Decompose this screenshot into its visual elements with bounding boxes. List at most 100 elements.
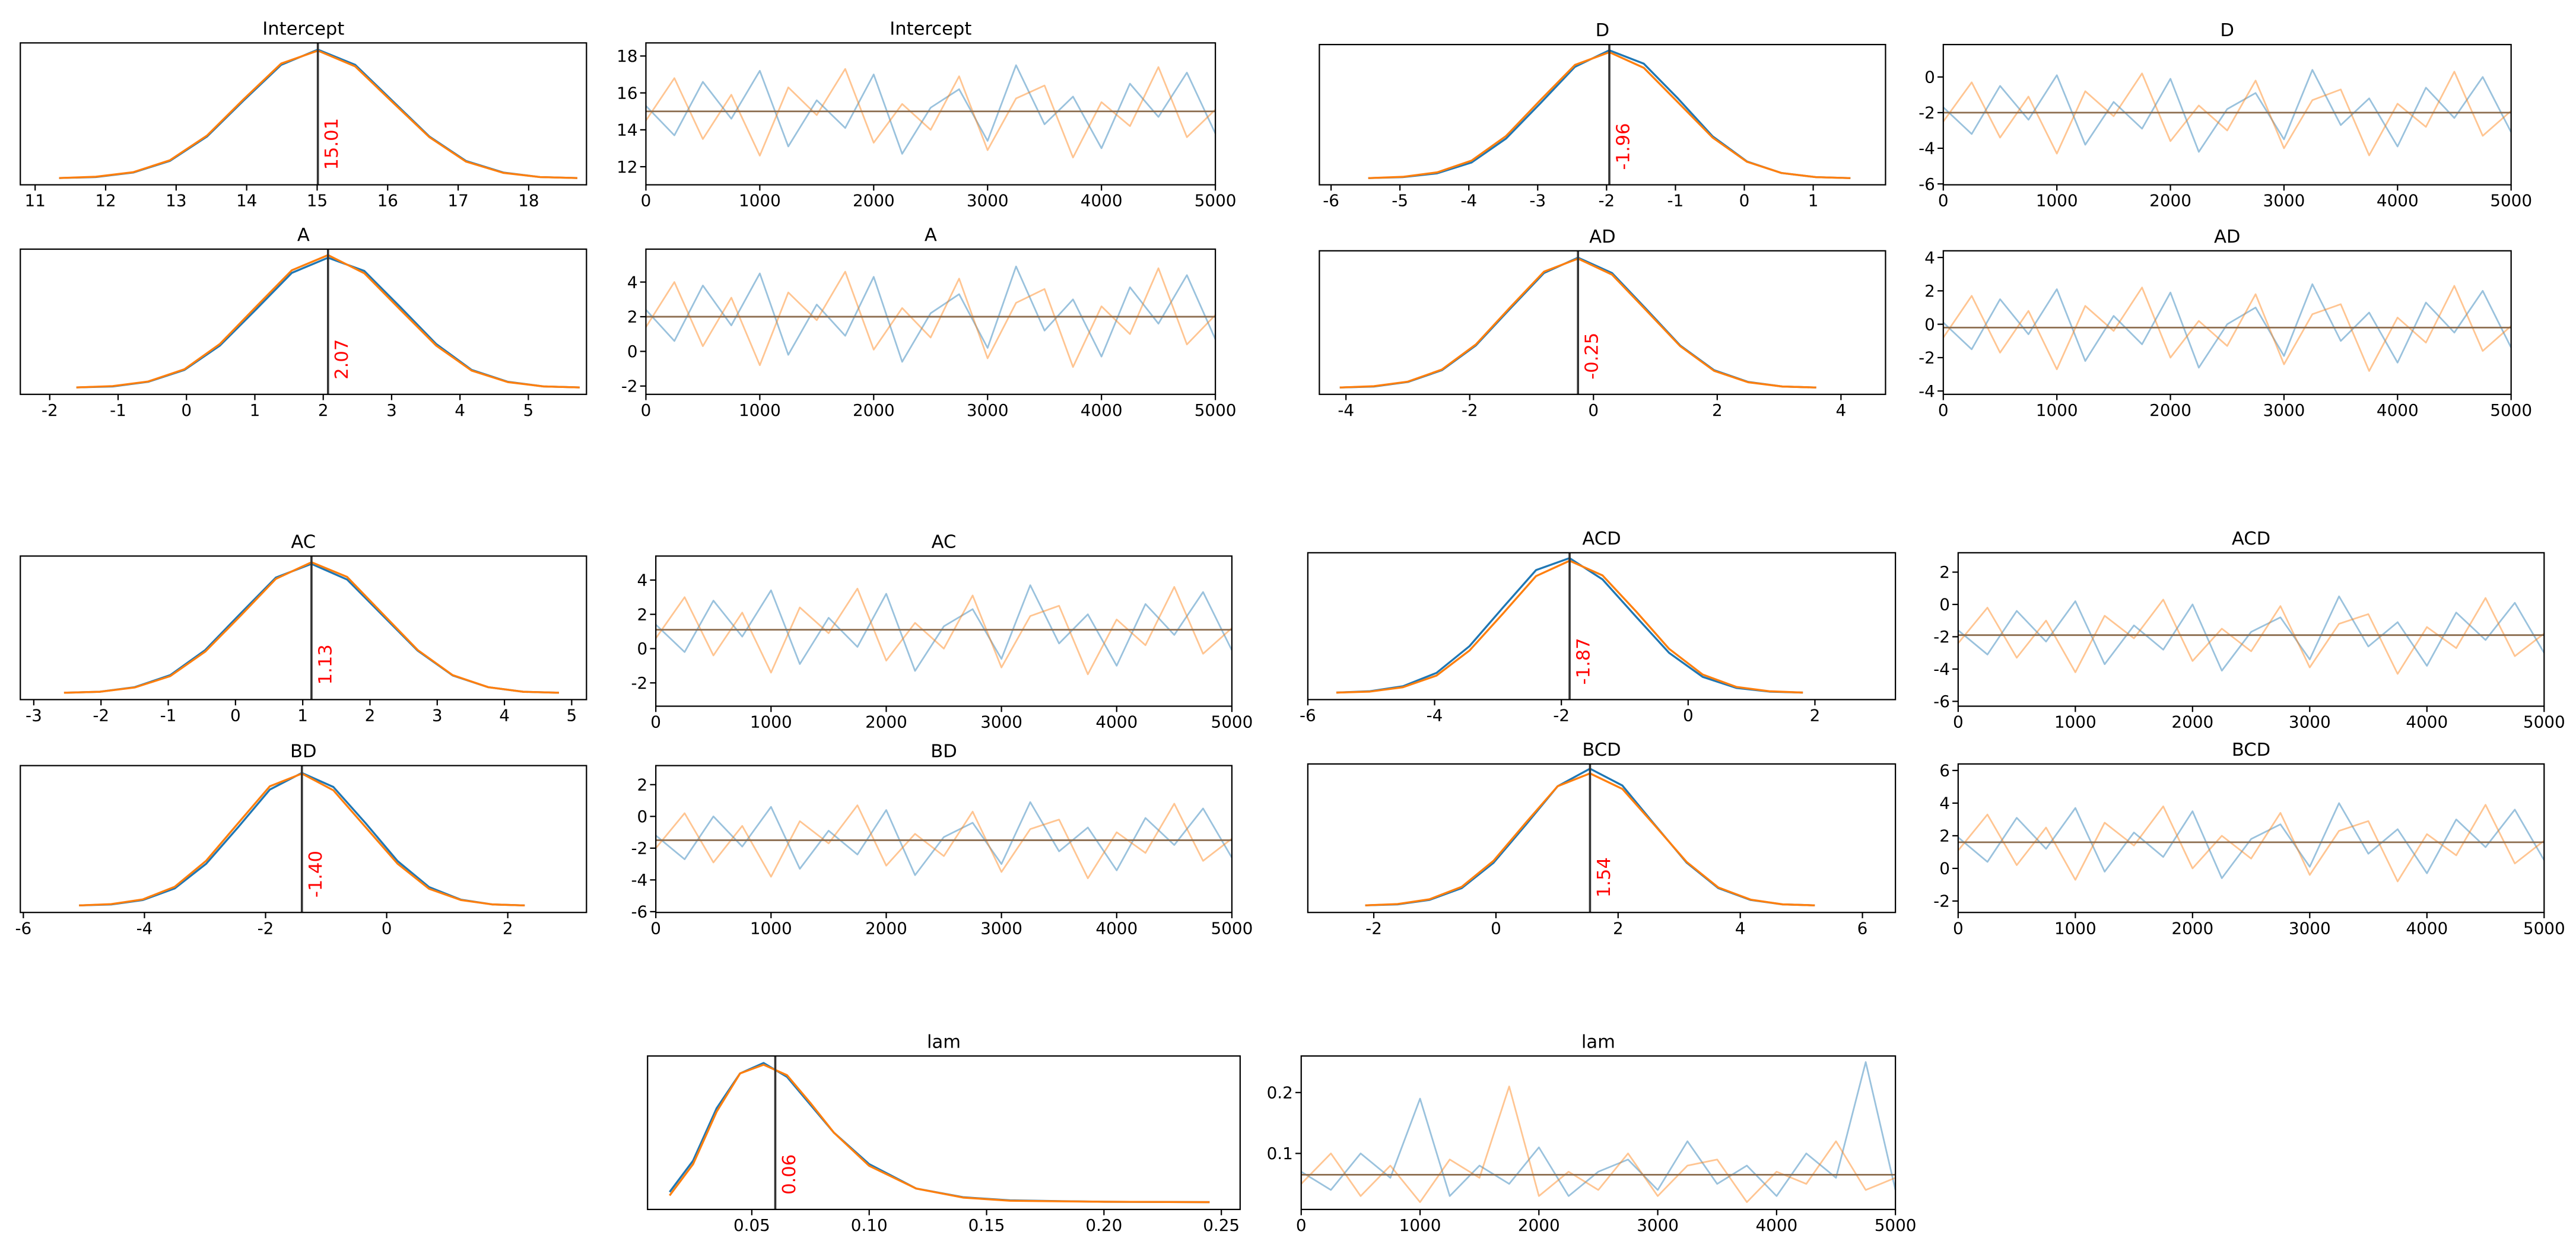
x-tick-label: 4 [455, 400, 465, 420]
x-tick-label: -4 [1460, 191, 1477, 211]
x-tick-label: 3000 [2263, 191, 2305, 211]
x-tick-label: 4000 [2406, 712, 2448, 732]
y-tick-label: -4 [1933, 660, 1950, 679]
x-tick-label: 5000 [1875, 1215, 1917, 1235]
x-tick-label: 1000 [2036, 400, 2078, 420]
y-tick-label: 2 [637, 775, 648, 795]
x-tick-label: -2 [1553, 706, 1570, 725]
panel-title: lam [1581, 1032, 1615, 1052]
axes-frame [1319, 43, 1886, 186]
mean-label: 1.54 [1594, 857, 1615, 897]
x-tick-label: 2000 [865, 918, 907, 938]
y-tick-label: 2 [1939, 562, 1950, 582]
panel-title: ACD [2232, 529, 2270, 549]
x-tick-label: 0.20 [1085, 1215, 1122, 1235]
x-tick-label: 4000 [1095, 712, 1138, 732]
x-tick-label: 1 [250, 400, 261, 420]
series-line [1957, 804, 2545, 883]
x-tick-label: 5000 [1195, 400, 1237, 420]
y-tick-label: -2 [1918, 348, 1935, 368]
y-tick-label: -2 [631, 839, 648, 858]
y-tick-label: 2 [637, 604, 648, 624]
x-tick-label: 0 [650, 712, 661, 732]
y-tick-label: 2 [1924, 281, 1935, 301]
x-tick-label: -5 [1392, 191, 1408, 211]
x-tick-label: -1 [1667, 191, 1684, 211]
series-line [655, 584, 1233, 672]
axes-frame [1307, 763, 1897, 914]
x-tick-label: 4000 [2406, 918, 2448, 938]
series-line [655, 586, 1233, 676]
x-tick-label: 2000 [853, 400, 895, 420]
x-tick-label: 5000 [2490, 400, 2532, 420]
axes-frame [1319, 250, 1886, 395]
series-line [645, 66, 1216, 158]
x-tick-label: -6 [15, 918, 31, 938]
x-tick-label: 5000 [2523, 918, 2565, 938]
x-tick-label: 16 [377, 191, 398, 211]
x-tick-label: 1000 [2054, 918, 2097, 938]
panel-title: ACD [1582, 529, 1621, 549]
panel-title: AD [1589, 227, 1615, 247]
panel-title: Intercept [262, 18, 344, 39]
mean-label: 15.01 [322, 118, 342, 170]
x-tick-label: -2 [93, 706, 109, 725]
x-tick-label: 4000 [2377, 191, 2419, 211]
y-tick-label: 2 [1939, 826, 1950, 846]
x-tick-label: -2 [1365, 918, 1382, 938]
x-tick-label: 2000 [865, 712, 907, 732]
x-tick-label: 0 [1938, 191, 1949, 211]
x-tick-label: 0 [1739, 191, 1750, 211]
y-tick-label: -4 [631, 870, 648, 890]
mean-label: 2.07 [332, 339, 352, 380]
x-tick-label: 3000 [2289, 712, 2331, 732]
x-tick-label: 14 [236, 191, 257, 211]
axes-frame [20, 42, 587, 186]
x-tick-label: 2 [1712, 400, 1723, 420]
axes-frame [645, 248, 1216, 395]
x-tick-label: -2 [1462, 400, 1478, 420]
x-tick-label: 3 [432, 706, 443, 725]
x-tick-label: 2000 [2149, 400, 2191, 420]
series-line [1301, 1061, 1897, 1197]
x-tick-label: 0 [1953, 918, 1964, 938]
x-tick-label: 1 [297, 706, 308, 725]
x-tick-label: 1 [1808, 191, 1819, 211]
x-tick-label: -4 [136, 918, 153, 938]
y-tick-label: 0 [637, 639, 648, 658]
x-tick-label: -1 [160, 706, 177, 725]
x-tick-label: 0 [1491, 918, 1501, 938]
x-tick-label: 0 [641, 191, 652, 211]
axes-frame [20, 555, 587, 701]
y-tick-label: -2 [1918, 103, 1935, 123]
x-tick-label: 1000 [750, 712, 792, 732]
y-tick-label: 0 [1924, 314, 1935, 334]
series-line [1300, 1086, 1896, 1203]
mean-label: 0.06 [779, 1154, 800, 1195]
axes-frame [655, 765, 1233, 914]
x-tick-label: 1000 [750, 918, 792, 938]
y-tick-label: -4 [1918, 139, 1935, 158]
series-line [1942, 71, 2512, 157]
series-line [1957, 802, 2545, 879]
x-tick-label: 0.05 [733, 1215, 770, 1235]
x-tick-label: 1000 [1399, 1215, 1441, 1235]
y-tick-label: 18 [617, 46, 637, 66]
x-tick-label: -1 [110, 400, 126, 420]
x-tick-label: 2 [1810, 706, 1821, 725]
x-tick-label: 4000 [1095, 918, 1138, 938]
x-tick-label: 5000 [2490, 191, 2532, 211]
axes-frame [655, 555, 1233, 707]
axes-frame [1307, 552, 1897, 701]
x-tick-label: 0 [1588, 400, 1599, 420]
y-tick-label: 0 [1939, 859, 1950, 879]
y-tick-label: -2 [1933, 627, 1950, 647]
x-tick-label: -3 [1529, 191, 1546, 211]
y-tick-label: 4 [627, 272, 638, 292]
x-tick-label: 0 [650, 918, 661, 938]
x-tick-label: 2000 [2149, 191, 2191, 211]
axes-frame [1957, 552, 2545, 707]
x-tick-label: 3000 [967, 191, 1009, 211]
axes-frame [1942, 250, 2512, 395]
